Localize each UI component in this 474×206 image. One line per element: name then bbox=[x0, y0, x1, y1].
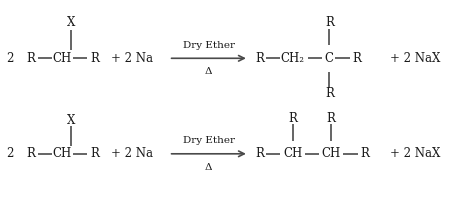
Text: 2: 2 bbox=[6, 52, 14, 65]
Text: R: R bbox=[325, 87, 334, 100]
Text: CH₂: CH₂ bbox=[281, 52, 305, 65]
Text: R: R bbox=[27, 147, 36, 160]
Text: CH: CH bbox=[322, 147, 341, 160]
Text: C: C bbox=[325, 52, 334, 65]
Text: R: R bbox=[325, 16, 334, 29]
Text: R: R bbox=[27, 52, 36, 65]
Text: CH: CH bbox=[52, 147, 71, 160]
Text: X: X bbox=[67, 16, 75, 29]
Text: R: R bbox=[255, 52, 264, 65]
Text: 2: 2 bbox=[6, 147, 14, 160]
Text: + 2 NaX: + 2 NaX bbox=[390, 147, 440, 160]
Text: + 2 NaX: + 2 NaX bbox=[390, 52, 440, 65]
Text: + 2 Na: + 2 Na bbox=[111, 147, 153, 160]
Text: Dry Ether: Dry Ether bbox=[182, 136, 235, 145]
Text: CH: CH bbox=[283, 147, 302, 160]
Text: R: R bbox=[353, 52, 362, 65]
Text: R: R bbox=[288, 112, 297, 125]
Text: Dry Ether: Dry Ether bbox=[182, 41, 235, 50]
Text: + 2 Na: + 2 Na bbox=[111, 52, 153, 65]
Text: R: R bbox=[255, 147, 264, 160]
Text: R: R bbox=[327, 112, 336, 125]
Text: Δ: Δ bbox=[205, 67, 212, 76]
Text: R: R bbox=[361, 147, 370, 160]
Text: X: X bbox=[67, 114, 75, 127]
Text: R: R bbox=[90, 147, 99, 160]
Text: Δ: Δ bbox=[205, 163, 212, 172]
Text: R: R bbox=[90, 52, 99, 65]
Text: CH: CH bbox=[52, 52, 71, 65]
